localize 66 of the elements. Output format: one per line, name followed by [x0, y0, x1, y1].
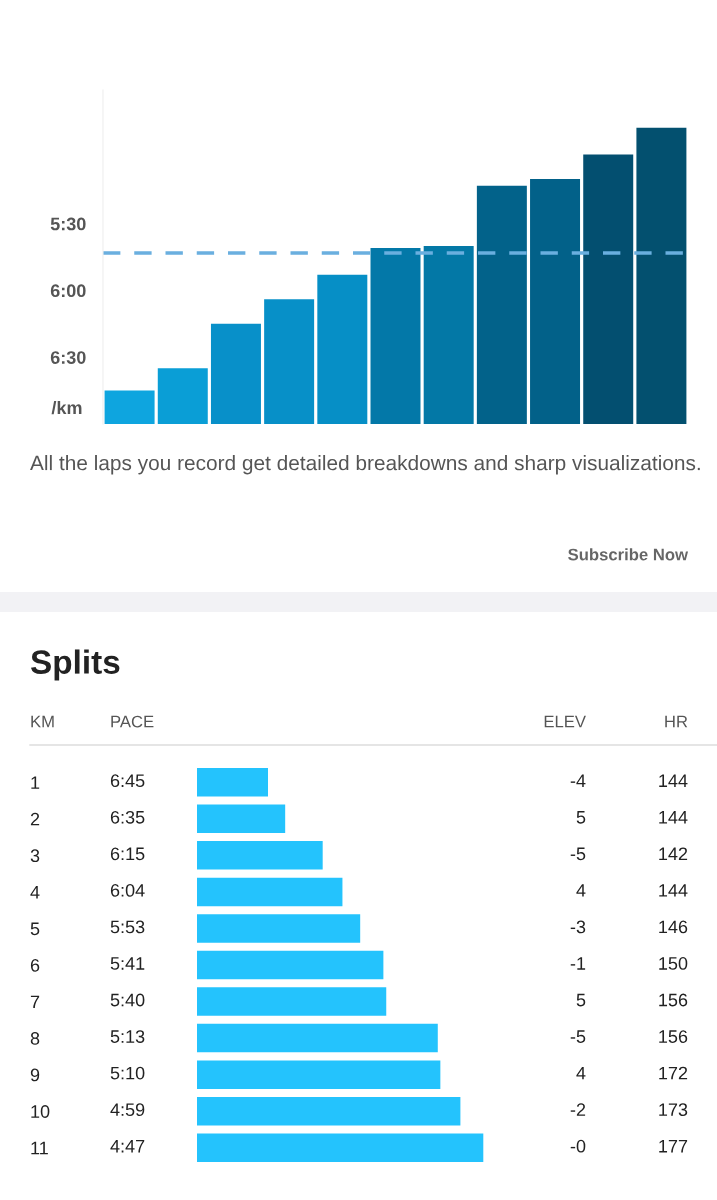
bar — [197, 804, 286, 834]
y-tick-label: 8 — [30, 1032, 40, 1045]
text: HR — [665, 715, 688, 728]
y-tick-label: 6:30 — [50, 351, 86, 364]
bar — [197, 1096, 461, 1126]
chart-title: Splits — [30, 649, 120, 681]
bar — [197, 914, 361, 943]
text: All the laps you record get detailed breakdowns and sharp visualizations. — [30, 455, 700, 475]
text: 6:45 — [110, 774, 145, 788]
text: 142 — [659, 847, 688, 861]
text: -3 — [570, 920, 586, 934]
y-tick-label: 11 — [31, 1141, 48, 1155]
y-tick-label: 6 — [30, 958, 40, 972]
y-tick-label: 7 — [30, 995, 40, 1009]
text: 5:53 — [110, 920, 145, 934]
bar — [197, 1133, 484, 1162]
text: 5 — [576, 811, 586, 824]
text: 5 — [576, 993, 586, 1007]
text: 144 — [659, 884, 688, 897]
text: 173 — [659, 1103, 688, 1117]
text: 5:13 — [110, 1030, 145, 1043]
text: 4 — [576, 1066, 586, 1080]
bar — [197, 768, 268, 797]
text: 4:59 — [110, 1103, 145, 1117]
bar — [197, 877, 343, 907]
y-tick-label: 6:00 — [50, 284, 86, 298]
y-tick-label: 4 — [30, 886, 40, 899]
text: -2 — [570, 1103, 586, 1116]
text: Subscribe Now — [568, 548, 689, 561]
text: 150 — [659, 957, 688, 970]
y-tick-label: 5:30 — [50, 217, 86, 231]
y-tick-label: 2 — [30, 812, 40, 826]
text: 6:35 — [110, 810, 145, 824]
y-tick-label: 1 — [31, 776, 40, 789]
bar — [197, 987, 387, 1016]
text: 144 — [659, 811, 688, 824]
text: -5 — [570, 847, 586, 861]
y-tick-label: 9 — [30, 1068, 40, 1082]
text: 6:15 — [110, 847, 145, 861]
text: 144 — [659, 774, 688, 787]
y-tick-label: 5 — [30, 922, 40, 936]
text: KM — [31, 715, 54, 728]
text: -5 — [570, 1030, 586, 1043]
text: PACE — [111, 715, 154, 728]
text: 5:41 — [110, 957, 145, 970]
text: 172 — [659, 1066, 688, 1080]
bar — [197, 1023, 438, 1053]
text: 156 — [659, 993, 688, 1007]
y-tick-label: 10 — [31, 1105, 50, 1118]
text: 5:40 — [110, 993, 145, 1007]
text: 4:47 — [110, 1139, 145, 1153]
y-tick-label: 3 — [30, 849, 40, 863]
text: -1 — [570, 957, 586, 970]
bar — [197, 841, 323, 870]
text: 146 — [659, 920, 688, 934]
y-axis-title: /km — [51, 400, 82, 415]
text: 4 — [576, 884, 586, 897]
text: 6:04 — [110, 883, 145, 897]
text: 5:10 — [110, 1066, 145, 1080]
text: ELEV — [544, 715, 586, 728]
text: 177 — [659, 1139, 688, 1153]
bar — [197, 950, 384, 980]
text: -4 — [570, 774, 586, 787]
bar — [197, 1060, 441, 1089]
text: -0 — [570, 1139, 586, 1153]
text: 156 — [659, 1030, 688, 1043]
